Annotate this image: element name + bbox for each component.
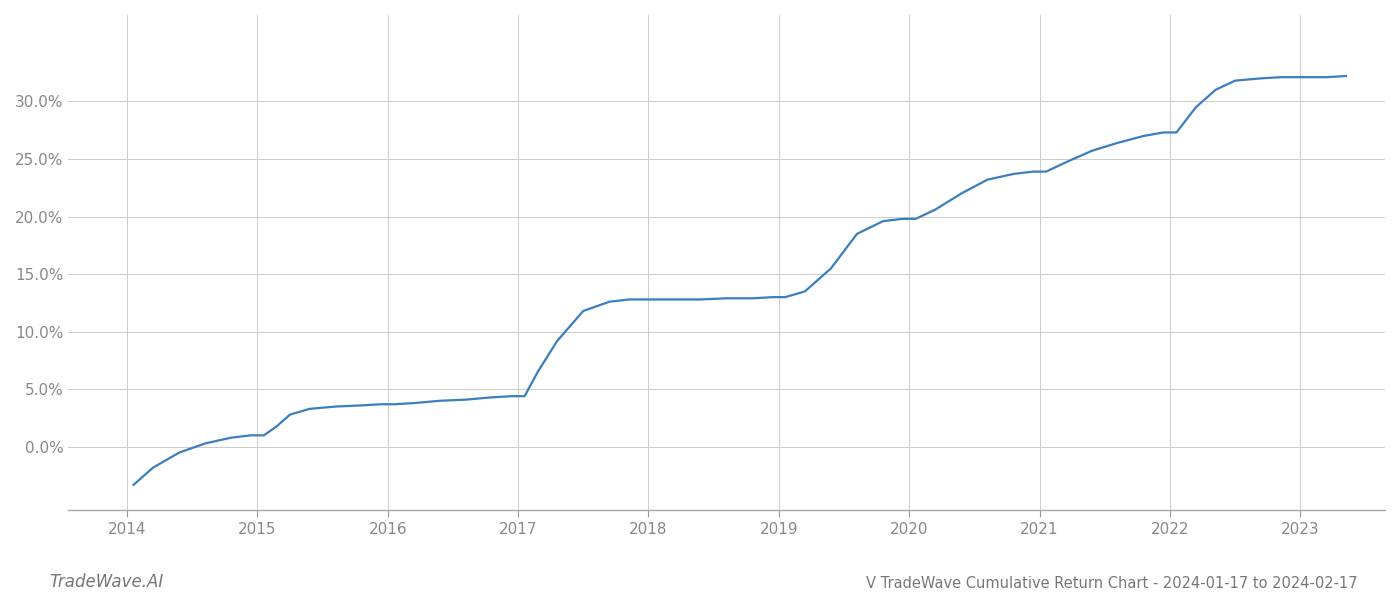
Text: V TradeWave Cumulative Return Chart - 2024-01-17 to 2024-02-17: V TradeWave Cumulative Return Chart - 20…: [867, 576, 1358, 591]
Text: TradeWave.AI: TradeWave.AI: [49, 573, 164, 591]
